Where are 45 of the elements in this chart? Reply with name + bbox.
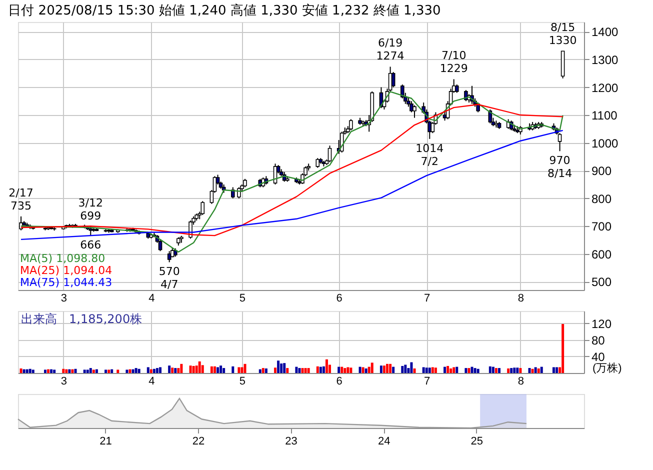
annotation: 570 4/7 [158,265,180,292]
y-tick-label: 600 [592,247,612,262]
y-tick-label: 1200 [592,80,619,95]
y-tick-label: 80 [592,333,606,348]
annotation: 3/12 699 [78,196,103,222]
x-tick-label: 5 [239,292,246,304]
x-tick-label: 5 [239,376,246,388]
annotation: 2/17 735 [8,186,34,212]
y-tick-label: 1300 [592,52,619,67]
x-tick-label: 23 [285,436,298,448]
text: MA(25) 1,094.04 [20,264,112,277]
text: MA(75) 1,044.43 [20,276,112,289]
y-tick-label: 700 [592,220,612,234]
annotation: 出来高 1,185,200株 [21,312,142,326]
x-tick-label: 3 [60,376,67,388]
annotation: 970 8/14 [547,154,572,180]
x-tick-label: 24 [378,436,390,448]
x-tick-label: 8 [518,376,524,388]
y-tick-label: 500 [592,275,612,290]
annotation: 8/15 1330 [548,21,577,48]
x-tick-label: 6 [336,292,342,304]
x-tick-label: 7 [424,292,430,304]
x-tick-label: 4 [148,376,155,388]
x-tick-label: 7 [424,376,430,388]
x-tick-label: 25 [470,436,483,448]
annotation: 7/10 1229 [440,49,468,76]
y-tick-label: 900 [592,164,612,178]
text: MA(5) 1,098.80 [20,252,106,265]
y-tick-label: 1000 [592,136,619,150]
x-tick-label: 22 [192,436,205,448]
y-tick-label: 1100 [592,108,618,123]
y-tick-label: 120 [592,316,612,331]
x-tick-label: 3 [60,292,67,304]
y-tick-label: 40 [592,350,606,364]
x-tick-label: 6 [336,376,342,388]
x-tick-label: 4 [148,292,155,304]
y-tick-label: 800 [592,192,612,206]
annotation: 1014 7/2 [416,142,444,168]
annotation: 666 [80,238,102,252]
chart-title: 日付 2025/08/15 15:30 始値 1,240 高値 1,330 安値 1,232 終値 1,330 [8,2,441,18]
x-tick-label: 8 [518,292,524,304]
y-axis-title: (万株) [592,362,622,374]
annotation: 6/19 1274 [376,36,404,63]
y-tick-label: 1400 [592,25,619,40]
x-tick-label: 21 [100,436,112,448]
